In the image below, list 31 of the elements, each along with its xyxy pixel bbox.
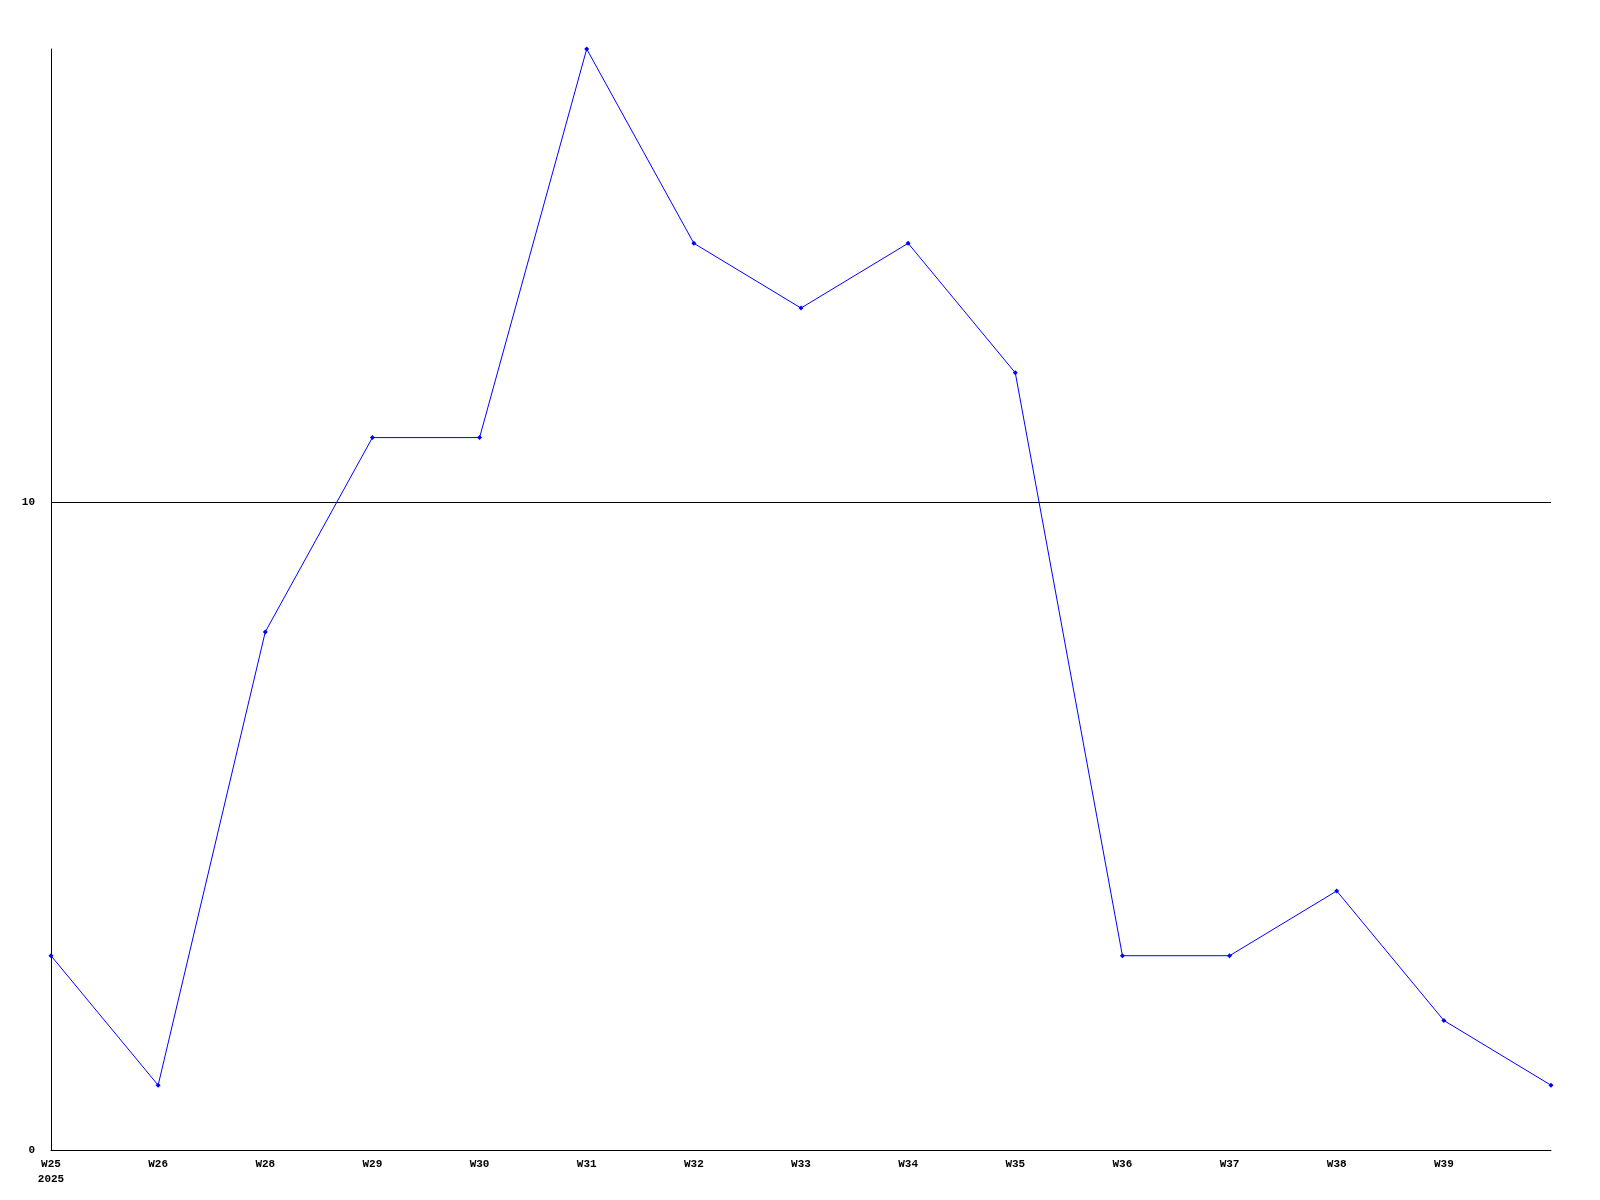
point (262, 629, 268, 635)
y-tick-label: 10 (21, 496, 35, 509)
x-tick-label: W38 (1326, 1157, 1348, 1170)
point (691, 240, 697, 246)
point (1012, 370, 1018, 376)
x-tick-label: W33 (791, 1157, 812, 1170)
point (48, 953, 54, 959)
x-tick-label: W26 (148, 1157, 169, 1170)
x-tick-label: W37 (1219, 1157, 1240, 1170)
x-tick-label: W31 (576, 1157, 598, 1170)
x-tick-label: W28 (255, 1157, 276, 1170)
x-tick-label: W35 (1005, 1157, 1026, 1170)
point (477, 435, 483, 441)
x-tick-label: W29 (362, 1157, 383, 1170)
x-tick-label: W34 (898, 1157, 919, 1170)
point (1227, 953, 1233, 959)
x-tick-label: W39 (1433, 1157, 1454, 1170)
x-tick-label: W30 (469, 1157, 490, 1170)
point (369, 435, 375, 441)
point (1441, 1017, 1447, 1023)
point (1119, 953, 1125, 959)
point (798, 305, 804, 311)
point (584, 46, 590, 52)
y-tick-label: 0 (28, 1144, 35, 1156)
x-tick-label: W32 (683, 1157, 704, 1170)
point (1334, 888, 1340, 894)
point (155, 1082, 161, 1088)
x-tick-label: W25 2025 (37, 1157, 65, 1185)
point (1548, 1082, 1554, 1088)
x-tick-label: W36 (1112, 1157, 1133, 1170)
point (905, 240, 911, 246)
